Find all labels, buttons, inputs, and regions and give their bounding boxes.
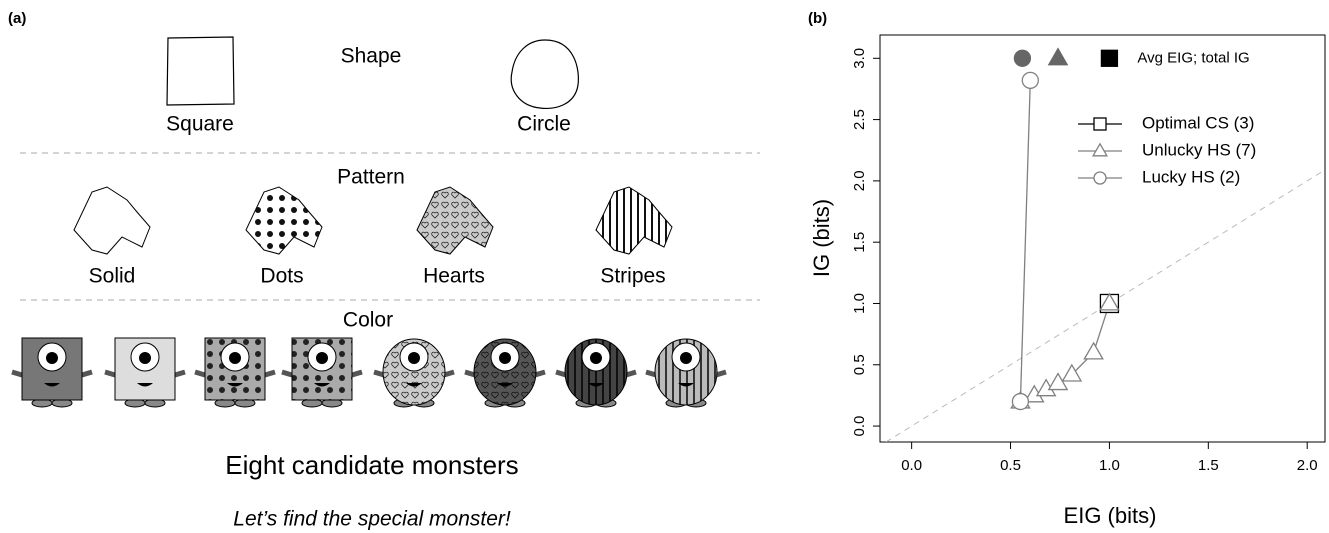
pattern-label: Hearts [423, 265, 485, 288]
marker-square [1101, 50, 1117, 66]
marker-circle [1012, 394, 1028, 410]
monster [556, 339, 636, 407]
y-axis-label: IG (bits) [809, 199, 834, 277]
panel-tag: (b) [808, 10, 827, 27]
y-tick-label: 1.0 [851, 293, 868, 314]
marker-circle [1022, 72, 1038, 88]
monster [646, 339, 726, 407]
monster [374, 339, 454, 407]
marker-square [1094, 118, 1106, 130]
y-tick-label: 0.5 [851, 354, 868, 375]
legend-label: Optimal CS (3) [1142, 113, 1254, 132]
monster [282, 338, 362, 407]
pattern-swatch [596, 187, 672, 254]
figure: (a) Shape Square Circle Pattern Solid Do… [0, 0, 1329, 533]
pattern-swatch [246, 187, 322, 254]
marker-triangle [1084, 343, 1102, 359]
y-tick-label: 1.5 [851, 232, 868, 253]
x-axis-label: EIG (bits) [1064, 503, 1157, 528]
monster [195, 338, 275, 407]
monster-pupil [139, 352, 151, 364]
y-tick-label: 0.0 [851, 416, 868, 437]
pattern-label: Stripes [600, 265, 665, 288]
pattern-swatch [417, 187, 493, 254]
monster-pupil [46, 352, 58, 364]
monster [12, 338, 92, 407]
panel-b: (b) EIG (bits) IG (bits) 0.0 0.5 1.0 1.5 2.0… [808, 10, 1329, 528]
identity-line [886, 133, 1329, 442]
x-tick-label: 2.0 [1297, 457, 1318, 474]
circle-shape [511, 40, 578, 108]
monster-pupil [499, 352, 511, 364]
monster-pupil [680, 352, 692, 364]
panel-a: (a) Shape Square Circle Pattern Solid Do… [8, 10, 760, 531]
legend-label: Lucky HS (2) [1142, 167, 1240, 186]
monster [465, 339, 545, 407]
shape-label: Square [166, 113, 234, 136]
y-tick-label: 2.0 [851, 170, 868, 191]
monster-pupil [316, 352, 328, 364]
marker-circle [1014, 50, 1030, 66]
pattern-label: Dots [260, 265, 303, 288]
x-tick-label: 1.5 [1198, 457, 1219, 474]
color-title: Color [343, 309, 393, 332]
marker-triangle [1093, 144, 1107, 156]
y-tick-label: 2.5 [851, 109, 868, 130]
shape-title: Shape [341, 45, 402, 68]
monster-pupil [408, 352, 420, 364]
caption: Eight candidate monsters [225, 450, 518, 480]
x-tick-label: 0.0 [901, 457, 922, 474]
legend-label: Unlucky HS (7) [1142, 140, 1256, 159]
pattern-swatch [74, 187, 150, 254]
monster-pupil [590, 352, 602, 364]
plot-frame [880, 35, 1325, 442]
summary-label: Avg EIG; total IG [1137, 49, 1249, 66]
monster [105, 338, 185, 407]
y-tick-label: 3.0 [851, 48, 868, 69]
plot-area [886, 72, 1329, 442]
pattern-label: Solid [89, 265, 136, 288]
subcaption: Let’s find the special monster! [233, 508, 511, 531]
pattern-title: Pattern [337, 166, 405, 189]
x-tick-label: 1.0 [1099, 457, 1120, 474]
square-shape [167, 37, 234, 105]
marker-circle [1094, 172, 1106, 184]
x-tick-label: 0.5 [1000, 457, 1021, 474]
monster-pupil [229, 352, 241, 364]
shape-label: Circle [517, 113, 571, 136]
marker-triangle [1049, 49, 1067, 65]
panel-tag: (a) [8, 10, 26, 27]
